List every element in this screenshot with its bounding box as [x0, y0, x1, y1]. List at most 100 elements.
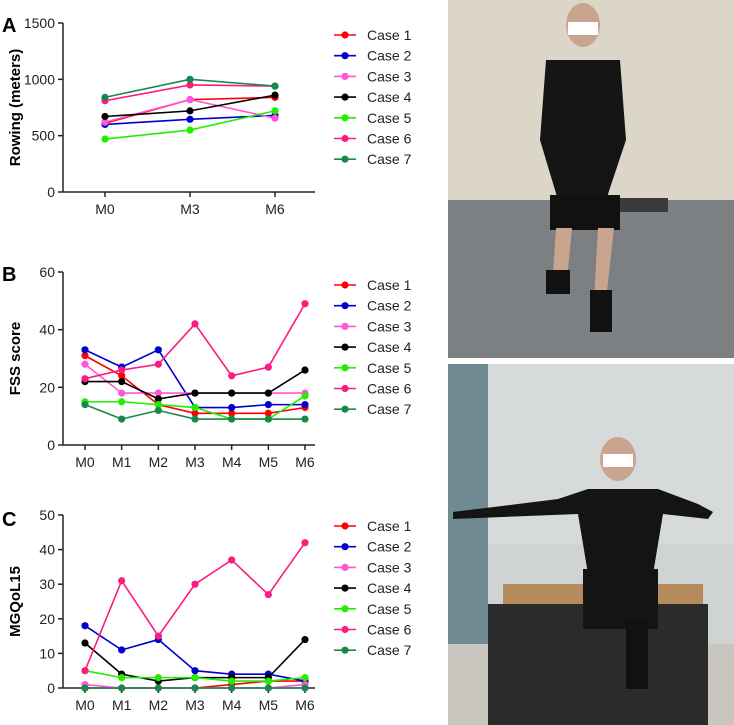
series-case-5: Case 5: [81, 601, 412, 685]
legend-label: Case 4: [367, 580, 412, 596]
y-tick-label: 500: [32, 128, 56, 144]
data-point: [191, 580, 199, 588]
series-case-1: Case 1: [81, 277, 412, 417]
legend-label: Case 5: [367, 110, 412, 126]
series-case-3: Case 3: [81, 318, 412, 397]
y-tick-label: 1000: [24, 71, 55, 87]
data-point: [264, 415, 272, 423]
legend-label: Case 6: [367, 381, 412, 397]
data-point: [191, 409, 199, 417]
x-tick-label: M3: [180, 201, 200, 217]
data-point: [81, 375, 89, 383]
legend-label: Case 4: [367, 339, 412, 355]
data-point: [81, 352, 89, 360]
series-line: [84, 542, 306, 672]
y-tick-label: 10: [39, 645, 55, 661]
data-point: [228, 409, 236, 417]
photo-lunge-front-illustration: [448, 0, 734, 358]
data-point: [81, 667, 89, 675]
data-point: [228, 415, 236, 423]
legend-marker: [341, 93, 349, 101]
x-tick-label: M5: [259, 697, 279, 713]
series-case-1: Case 1: [81, 518, 412, 692]
data-point: [186, 107, 194, 115]
series-case-7: Case 7: [101, 75, 412, 167]
series-line: [84, 363, 305, 394]
data-point: [118, 389, 126, 397]
legend-label: Case 3: [367, 68, 412, 84]
legend-label: Case 5: [367, 601, 412, 617]
data-point: [228, 389, 236, 397]
x-tick-label: M0: [75, 454, 95, 470]
data-point: [101, 93, 109, 101]
legend-label: Case 2: [367, 298, 412, 314]
legend-marker: [341, 52, 349, 60]
chart-panel-c: C 0 10 20 30 40 50 M0 M1 M2 M3 M4 M5 M6 MGQoL15 Case 1 C…: [2, 507, 412, 713]
legend-marker: [341, 605, 349, 613]
series-case-6: Case 6: [81, 300, 412, 397]
data-point: [264, 363, 272, 371]
data-point: [118, 684, 126, 692]
legend-label: Case 7: [367, 401, 412, 417]
x-tick-label: M6: [295, 454, 315, 470]
data-point: [186, 126, 194, 134]
legend-label: Case 6: [367, 622, 412, 638]
data-point: [118, 415, 126, 423]
x-tick-label: M6: [265, 201, 285, 217]
legend-marker: [341, 134, 349, 143]
panel-label: B: [2, 264, 16, 286]
panel-label: C: [2, 509, 16, 531]
y-tick-label: 50: [39, 507, 55, 523]
series-line: [84, 303, 306, 380]
data-point: [154, 674, 162, 682]
x-tick-label: M3: [185, 697, 205, 713]
data-point: [118, 377, 126, 386]
data-point: [191, 415, 199, 423]
y-tick-label: 0: [47, 184, 55, 200]
data-point: [191, 320, 199, 328]
data-point: [264, 684, 272, 692]
data-point: [301, 300, 309, 308]
data-point: [154, 346, 162, 354]
data-point: [301, 674, 309, 682]
data-point: [228, 556, 236, 564]
x-tick-label: M0: [95, 201, 115, 217]
y-tick-label: 30: [39, 576, 55, 592]
legend-label: Case 6: [367, 131, 412, 147]
legend-label: Case 1: [367, 277, 412, 293]
data-point: [118, 674, 126, 682]
legend-label: Case 1: [367, 27, 412, 43]
legend-label: Case 4: [367, 89, 412, 105]
data-point: [301, 366, 309, 374]
legend-label: Case 2: [367, 48, 412, 64]
y-axis-label: Rowing (meters): [7, 49, 24, 167]
legend-label: Case 7: [367, 151, 412, 167]
legend-label: Case 3: [367, 318, 412, 334]
chart-panel-a: A 0 500 1000 1500 M0 M3 M6 Rowing (meters) Case 1…: [2, 15, 412, 217]
chart-panel-b: B 0 20 40 60 M0 M1 M2 M3 M4 M5 M6 FSS score Case 1 Cas…: [2, 264, 412, 470]
legend-marker: [341, 114, 349, 122]
data-point: [191, 674, 199, 682]
y-axis-label: MGQoL15: [7, 566, 24, 637]
data-point: [154, 395, 162, 403]
legend-marker: [341, 343, 349, 351]
data-point: [264, 401, 272, 409]
legend-marker: [341, 405, 349, 413]
y-tick-label: 40: [39, 542, 55, 558]
data-point: [301, 392, 309, 400]
data-point: [118, 398, 126, 406]
x-tick-label: M1: [112, 697, 132, 713]
data-point: [264, 409, 272, 417]
data-point: [154, 401, 162, 409]
data-point: [228, 403, 236, 412]
x-tick-label: M0: [75, 697, 95, 713]
series-case-7: Case 7: [81, 401, 412, 423]
data-point: [191, 684, 199, 692]
data-point: [186, 75, 194, 83]
data-point: [101, 135, 109, 143]
data-point: [118, 372, 126, 380]
legend-marker: [341, 563, 349, 572]
legend-marker: [341, 646, 349, 654]
y-tick-label: 1500: [24, 15, 55, 31]
legend-marker: [341, 281, 349, 289]
